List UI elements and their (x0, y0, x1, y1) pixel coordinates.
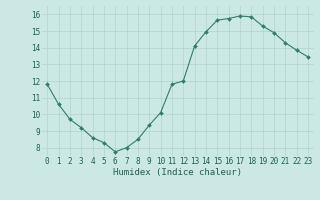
X-axis label: Humidex (Indice chaleur): Humidex (Indice chaleur) (113, 168, 242, 177)
